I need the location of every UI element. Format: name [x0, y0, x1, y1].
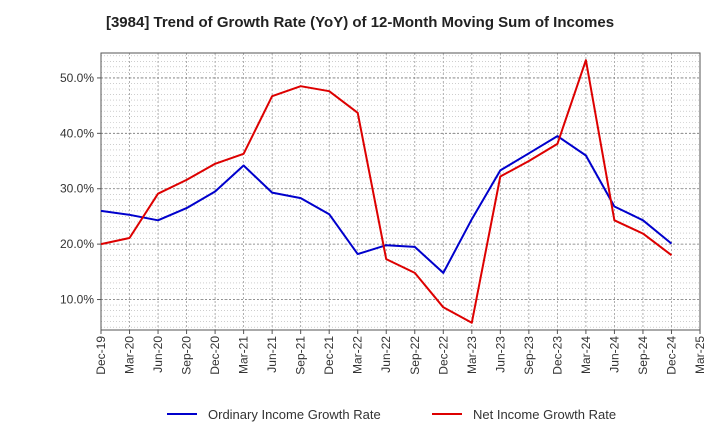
x-tick-label: Mar-24	[579, 336, 593, 374]
x-tick-label: Jun-24	[607, 336, 621, 373]
x-tick-label: Dec-19	[94, 336, 108, 375]
x-tick-label: Dec-24	[664, 336, 678, 375]
x-tick-label: Dec-22	[436, 336, 450, 375]
x-tick-label: Mar-22	[351, 336, 365, 374]
x-tick-label: Jun-22	[379, 336, 393, 373]
legend-label: Ordinary Income Growth Rate	[208, 407, 381, 422]
x-tick-label: Sep-23	[522, 336, 536, 375]
ticks-layer: 10.0% 20.0% 30.0% 40.0% 50.0% Dec-19 Mar-20 Jun…	[60, 71, 707, 375]
x-tick-label: Mar-25	[693, 336, 707, 374]
x-tick-label: Dec-20	[208, 336, 222, 375]
x-tick-label: Sep-20	[180, 336, 194, 375]
axes-layer	[100, 52, 701, 331]
x-tick-label: Sep-24	[636, 336, 650, 375]
series-line-net-income	[100, 59, 673, 324]
series-line-ordinary-income	[100, 135, 673, 274]
x-tick-label: Mar-21	[237, 336, 251, 374]
series-layer	[100, 59, 673, 324]
x-tick-label: Jun-20	[151, 336, 165, 373]
y-tick-label: 40.0%	[60, 126, 94, 140]
x-tick-label: Mar-23	[465, 336, 479, 374]
y-tick-label: 30.0%	[60, 182, 94, 196]
y-tick-label: 20.0%	[60, 237, 94, 251]
x-tick-label: Jun-23	[493, 336, 507, 373]
x-tick-label: Jun-21	[265, 336, 279, 373]
x-tick-label: Mar-20	[123, 336, 137, 374]
y-tick-label: 10.0%	[60, 293, 94, 307]
x-tick-label: Dec-23	[550, 336, 564, 375]
plot-frame	[100, 52, 701, 331]
x-tick-label: Sep-22	[408, 336, 422, 375]
y-tick-label: 50.0%	[60, 71, 94, 85]
legend: Ordinary Income Growth Rate Net Income Gr…	[167, 407, 616, 422]
legend-label: Net Income Growth Rate	[473, 407, 616, 422]
x-tick-label: Sep-21	[294, 336, 308, 375]
x-tick-label: Dec-21	[322, 336, 336, 375]
chart-title: [3984] Trend of Growth Rate (YoY) of 12-…	[105, 14, 615, 31]
